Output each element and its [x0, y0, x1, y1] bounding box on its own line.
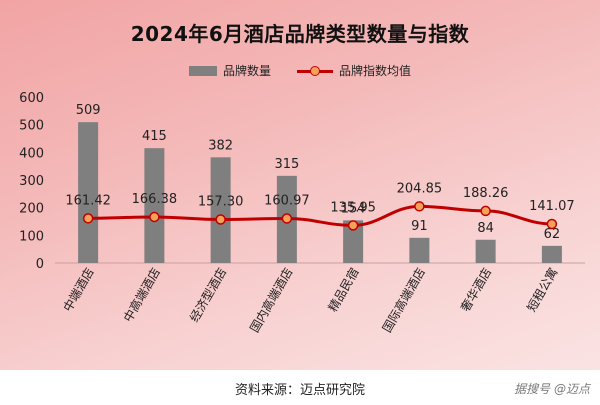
line-point [414, 201, 425, 212]
line-value-label: 160.97 [264, 193, 310, 208]
legend-item-index: 品牌指数均值 [297, 62, 411, 79]
y-tick-label: 600 [19, 91, 44, 106]
chart-title: 2024年6月酒店品牌类型数量与指数 [130, 22, 470, 46]
legend-item-count: 品牌数量 [188, 62, 271, 79]
legend-label-index: 品牌指数均值 [339, 64, 412, 78]
x-tick-label: 国际高端酒店 [379, 265, 428, 335]
bar-mark [78, 122, 99, 263]
chart-plot: 0 100 200 300 400 500 600 509 415 382 315 154 91 84 62… [19, 91, 585, 335]
chart-legend: 品牌数量 品牌指数均值 [0, 62, 600, 79]
bar-value-label: 415 [142, 129, 167, 144]
bar-value-label: 315 [274, 157, 299, 172]
bar-value-label: 84 [477, 221, 494, 236]
source-note: 资料来源：迈点研究院 [234, 383, 365, 398]
legend-bar-swatch [188, 65, 217, 76]
line-value-label: 135.95 [330, 200, 376, 215]
x-tick-label: 中高端酒店 [120, 265, 163, 324]
y-tick-label: 500 [19, 119, 44, 134]
legend-label-count: 品牌数量 [222, 64, 271, 78]
bar-mark [343, 220, 364, 263]
line-point [347, 220, 359, 231]
line-value-label: 141.07 [529, 199, 575, 214]
y-tick-label: 200 [19, 202, 44, 217]
chart-panel [0, 0, 600, 370]
line-point [82, 213, 94, 224]
x-tick-label: 经济型酒店 [186, 265, 229, 324]
x-tick-label: 国内高端酒店 [246, 265, 295, 335]
y-tick-label: 100 [19, 229, 44, 244]
line-point [480, 205, 491, 217]
bar-value-label: 154 [341, 201, 366, 216]
y-tick-label: 300 [19, 174, 44, 189]
line-value-label: 166.38 [132, 192, 178, 207]
bar-mark [144, 148, 165, 263]
bar-value-label: 382 [208, 138, 233, 153]
x-tick-label: 精品民宿 [325, 265, 362, 314]
line-value-label: 204.85 [397, 181, 443, 196]
bar-mark [541, 245, 562, 263]
line-value-label: 157.30 [198, 194, 244, 209]
legend-line-swatch [297, 65, 333, 76]
bar-value-label: 91 [411, 219, 428, 234]
line-point [281, 213, 293, 224]
line-point [215, 214, 226, 225]
y-tick-label: 400 [19, 146, 44, 161]
x-tick-label: 中端酒店 [60, 265, 97, 314]
x-tick-label: 短租公寓 [523, 265, 560, 314]
line-point [546, 218, 558, 230]
line-value-label: 161.42 [65, 193, 111, 208]
bar-value-label: 509 [76, 103, 101, 118]
bar-mark [210, 157, 231, 263]
index-line [88, 204, 552, 227]
bar-value-label: 62 [544, 227, 561, 242]
bar-mark [409, 237, 430, 263]
brand-watermark: 据搜号 @迈点 [514, 382, 590, 396]
line-point [149, 211, 160, 223]
y-tick-label: 0 [36, 257, 44, 272]
bar-mark [475, 239, 496, 263]
line-value-label: 188.26 [463, 186, 509, 201]
x-tick-label: 奢华酒店 [458, 266, 494, 315]
